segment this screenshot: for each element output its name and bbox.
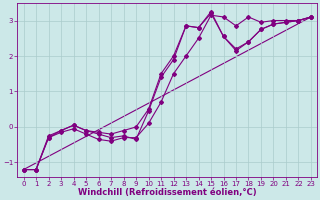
- X-axis label: Windchill (Refroidissement éolien,°C): Windchill (Refroidissement éolien,°C): [78, 188, 257, 197]
